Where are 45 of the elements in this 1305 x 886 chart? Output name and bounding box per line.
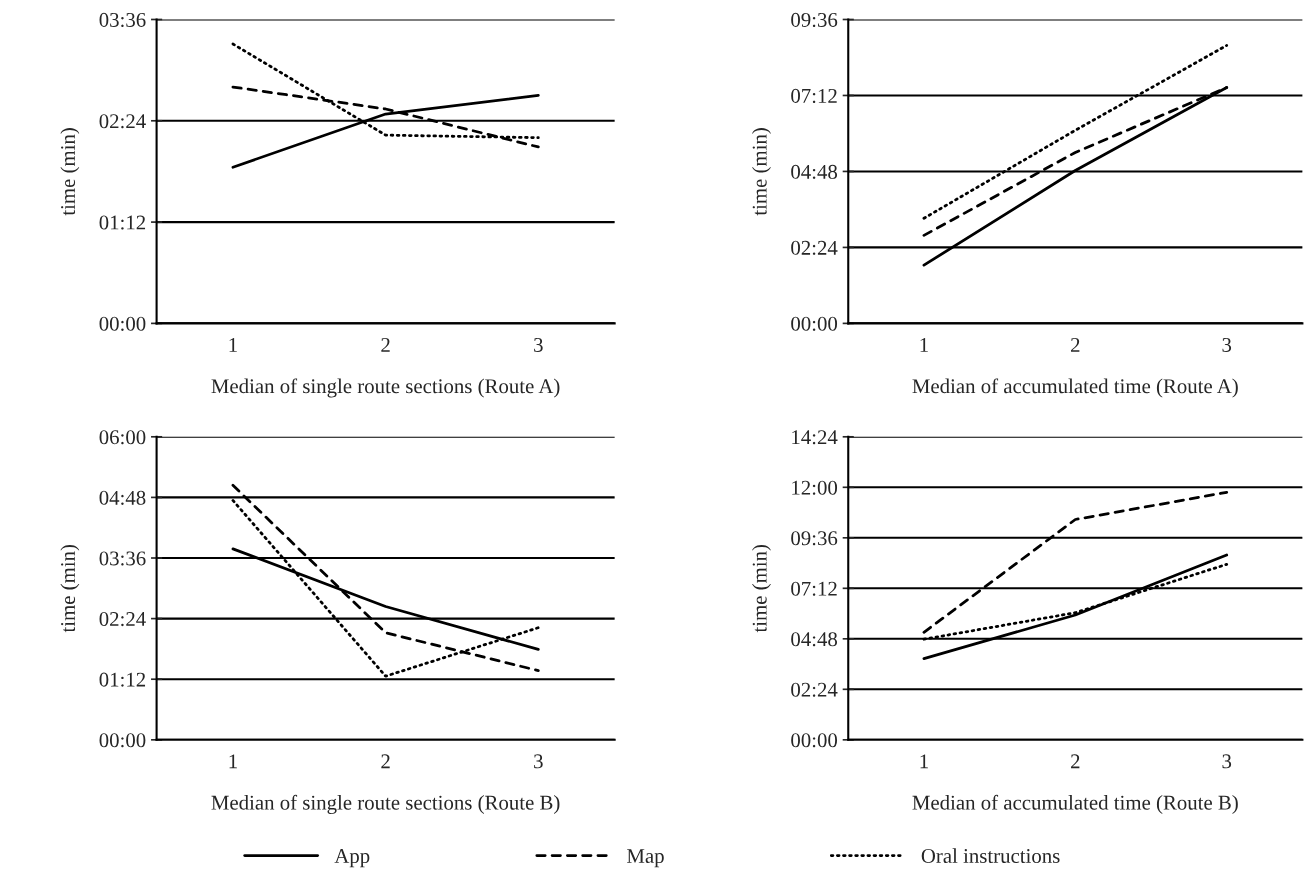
x-tick-label: 1 bbox=[229, 337, 237, 352]
x-tick-label: 2 bbox=[1071, 337, 1080, 352]
y-tick-label: 02:24 bbox=[791, 240, 838, 255]
legend-label: Map bbox=[627, 849, 664, 868]
y-axis-title: time (min) bbox=[60, 128, 80, 216]
y-tick-label: 02:24 bbox=[99, 611, 146, 627]
y-tick-label: 01:12 bbox=[99, 672, 146, 687]
y-tick-label: 00:00 bbox=[99, 316, 146, 331]
y-tick-label: 09:36 bbox=[791, 531, 838, 546]
x-axis-title: Median of single route sections (Route B) bbox=[211, 794, 560, 814]
y-tick-label: 07:12 bbox=[791, 581, 837, 596]
y-axis-title: time (min) bbox=[752, 544, 771, 633]
y-tick-label: 14:24 bbox=[792, 430, 838, 445]
legend-label: Oral instructions bbox=[921, 848, 1060, 864]
x-tick-label: 2 bbox=[1071, 754, 1080, 769]
y-tick-label: 02:24 bbox=[791, 682, 838, 697]
y-tick-label: 00:00 bbox=[791, 733, 838, 748]
x-tick-label: 3 bbox=[534, 337, 543, 352]
x-axis-title: Median of accumulated time (Route B) bbox=[912, 794, 1238, 814]
y-tick-label: 04:48 bbox=[791, 632, 838, 647]
x-tick-label: 1 bbox=[920, 337, 928, 352]
y-tick-label: 02:24 bbox=[99, 114, 146, 129]
y-tick-label: 01:12 bbox=[99, 215, 146, 230]
y-tick-label: 03:36 bbox=[99, 551, 146, 566]
x-tick-label: 1 bbox=[229, 754, 237, 769]
x-tick-label: 3 bbox=[1222, 337, 1232, 352]
x-axis-title: Median of single route sections (Route A) bbox=[211, 378, 560, 398]
y-tick-label: 12:00 bbox=[792, 480, 838, 495]
x-tick-label: 3 bbox=[1222, 754, 1232, 769]
x-tick-label: 2 bbox=[381, 754, 390, 769]
x-tick-label: 3 bbox=[534, 754, 543, 769]
x-axis-title: Median of accumulated time (Route A) bbox=[912, 378, 1238, 398]
y-axis-title: time (min) bbox=[60, 544, 80, 633]
y-tick-label: 00:00 bbox=[791, 316, 838, 331]
x-tick-label: 1 bbox=[920, 754, 928, 769]
y-tick-label: 07:12 bbox=[791, 88, 837, 103]
legend-label: App bbox=[334, 849, 370, 868]
y-axis-title: time (min) bbox=[752, 128, 771, 216]
y-tick-label: 09:36 bbox=[791, 12, 838, 28]
y-tick-label: 00:00 bbox=[99, 733, 146, 748]
y-tick-label: 06:00 bbox=[99, 430, 146, 445]
x-tick-label: 2 bbox=[381, 337, 390, 352]
y-tick-label: 04:48 bbox=[99, 490, 146, 505]
y-tick-label: 04:48 bbox=[791, 164, 838, 179]
y-tick-label: 03:36 bbox=[99, 12, 146, 28]
